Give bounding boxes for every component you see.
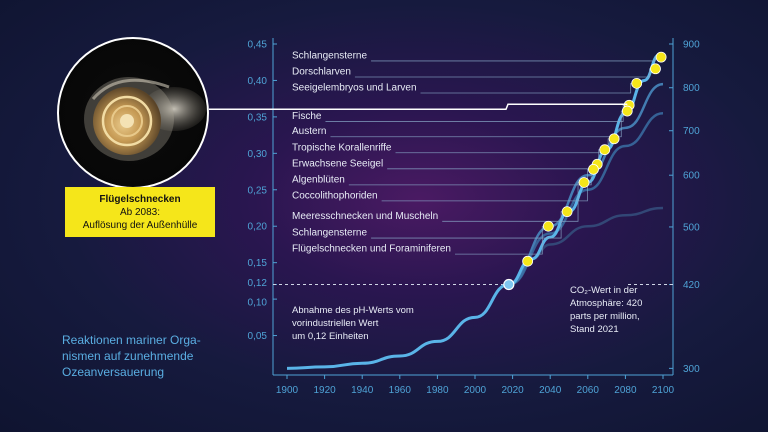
y-right-tick-label: 600 — [683, 171, 700, 182]
y-right-tick-label: 700 — [683, 126, 700, 137]
organism-threshold-dot — [621, 105, 633, 117]
scenario-curve — [531, 206, 664, 261]
current-point-marker — [503, 278, 515, 291]
organism-label: Schlangensterne — [292, 228, 367, 239]
organism-leader-line — [354, 68, 656, 78]
species-highlight-line — [209, 103, 628, 110]
ph-decrease-note: vorindustriellen Wert — [292, 318, 379, 329]
organism-leader-line — [420, 82, 637, 94]
chart-caption: Reaktionen mariner Orga- nismen auf zune… — [62, 333, 201, 379]
y-right-tick-label: 300 — [683, 364, 700, 375]
organism-label: Flügelschnecken und Foraminiferen — [292, 244, 451, 255]
y-left-tick-label: 0,20 — [248, 222, 268, 233]
organism-label: Erwachsene Seeigel — [292, 158, 383, 169]
x-tick-label: 1940 — [351, 385, 374, 396]
organism-threshold-dot — [650, 63, 661, 75]
organism-leader-line — [325, 104, 630, 122]
ph-decrease-note: Abnahme des pH-Werts vom — [292, 305, 414, 316]
species-callout-date: Ab 2083: — [119, 207, 161, 218]
x-tick-label: 1980 — [426, 385, 449, 396]
x-tick-label: 1960 — [389, 385, 412, 396]
organism-label: Seeigelembryos und Larven — [292, 83, 417, 94]
organism-leader-line — [330, 110, 628, 138]
y-left-tick-label: 0,10 — [248, 298, 268, 309]
y-left-tick-label: 0,05 — [248, 331, 268, 342]
x-tick-label: 2060 — [577, 385, 600, 396]
x-tick-label: 1920 — [313, 385, 336, 396]
x-tick-label: 2040 — [539, 385, 562, 396]
organism-label: Austern — [292, 126, 326, 137]
x-tick-label: 2080 — [614, 385, 637, 396]
organism-threshold-dot — [599, 144, 611, 156]
organism-threshold-dot — [561, 206, 573, 218]
organism-threshold-dot — [608, 133, 620, 145]
species-callout-title: Flügelschnecken — [99, 194, 181, 205]
organism-threshold-dot — [655, 51, 667, 63]
y-right-tick-label: 900 — [683, 40, 700, 51]
species-callout-text: Auflösung der Außenhülle — [82, 220, 198, 231]
pteropod-shell-icon — [84, 77, 206, 161]
organism-threshold-dot — [588, 163, 599, 175]
organism-leader-line — [395, 138, 615, 154]
y-right-tick-label: 420 — [683, 280, 700, 291]
x-tick-label: 2100 — [652, 385, 675, 396]
organism-label: Algenblüten — [292, 174, 345, 185]
x-tick-label: 1900 — [276, 385, 299, 396]
co2-value-note: parts per million, — [570, 311, 640, 322]
organism-threshold-dot — [578, 177, 590, 188]
y-right-tick-label: 500 — [683, 222, 700, 233]
organism-leader-line — [348, 163, 598, 186]
organism-threshold-dot — [522, 255, 534, 267]
y-left-tick-label: 0,40 — [248, 76, 268, 87]
organism-label: Schlangensterne — [292, 50, 367, 61]
x-tick-label: 2000 — [464, 385, 487, 396]
species-callout-box: Flügelschnecken Ab 2083: Auflösung der A… — [65, 187, 215, 237]
organism-threshold-dot — [631, 77, 643, 89]
organism-label: Dorschlarven — [292, 66, 351, 77]
y-left-tick-label: 0,12 — [248, 278, 268, 289]
y-left-tick-label: 0,25 — [248, 185, 268, 196]
ph-decrease-note: um 0,12 Einheiten — [292, 331, 369, 342]
organism-threshold-dot — [542, 220, 554, 232]
co2-value-note: Atmosphäre: 420 — [570, 298, 642, 309]
organism-label: Fische — [292, 111, 322, 122]
co2-value-note: Stand 2021 — [570, 324, 619, 335]
organism-leader-line — [371, 56, 662, 62]
y-left-tick-label: 0,35 — [248, 112, 268, 123]
x-tick-label: 2020 — [501, 385, 524, 396]
y-left-tick-label: 0,30 — [248, 149, 268, 160]
y-left-tick-label: 0,15 — [248, 258, 268, 269]
y-left-tick-label: 0,45 — [248, 40, 268, 51]
organism-label: Meeresschnecken und Muscheln — [292, 211, 438, 222]
pteropod-photo — [57, 37, 209, 189]
organism-label: Coccolithophoriden — [292, 190, 378, 201]
organism-label: Tropische Korallenriffe — [292, 142, 392, 153]
co2-value-note: CO₂-Wert in der — [570, 285, 637, 296]
y-right-tick-label: 800 — [683, 83, 700, 94]
